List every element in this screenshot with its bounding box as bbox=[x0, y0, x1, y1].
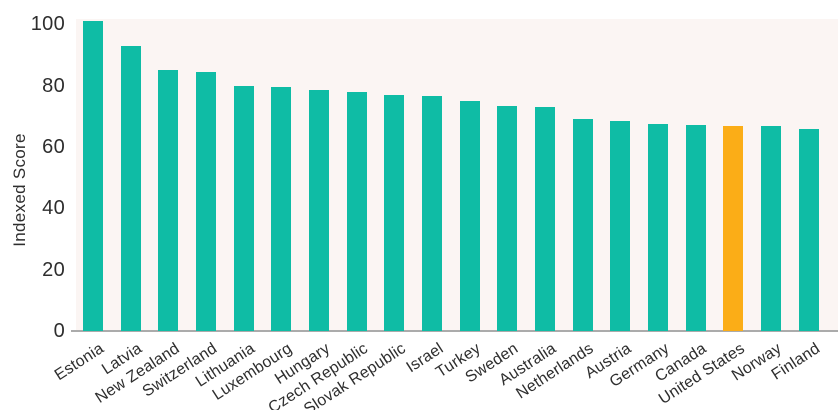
bar-united-states bbox=[723, 125, 744, 331]
bar-israel bbox=[421, 96, 442, 331]
bar-new-zealand bbox=[158, 70, 179, 331]
bar-netherlands bbox=[572, 119, 593, 331]
y-tick-label: 20 bbox=[42, 258, 65, 281]
bar-switzerland bbox=[195, 71, 216, 331]
bar-slovak-republic bbox=[384, 94, 405, 331]
bar-sweden bbox=[497, 105, 518, 331]
bar-lithuania bbox=[233, 85, 254, 331]
x-axis-line bbox=[71, 330, 838, 332]
bar-estonia bbox=[83, 21, 103, 331]
y-tick-label: 80 bbox=[42, 74, 65, 97]
bar-turkey bbox=[459, 100, 480, 331]
bar-finland bbox=[798, 129, 819, 331]
y-tick-label: 0 bbox=[53, 320, 65, 342]
y-tick-label: 40 bbox=[42, 197, 65, 220]
bar-canada bbox=[685, 124, 706, 331]
bar-latvia bbox=[120, 45, 141, 331]
bar-luxembourg bbox=[271, 87, 292, 331]
y-tick-label: 60 bbox=[42, 135, 65, 158]
bar-austria bbox=[610, 120, 631, 331]
bar-germany bbox=[647, 123, 668, 331]
bar-hungary bbox=[308, 90, 329, 331]
bar-australia bbox=[534, 107, 555, 331]
bar-czech-republic bbox=[346, 91, 367, 331]
y-tick-label: 100 bbox=[30, 13, 65, 36]
bar-norway bbox=[760, 126, 781, 331]
